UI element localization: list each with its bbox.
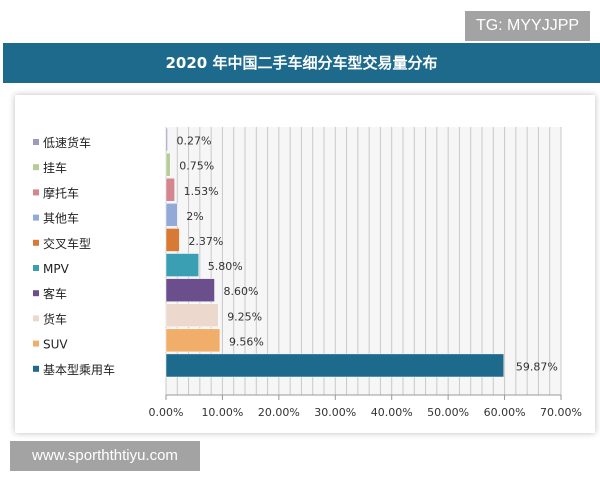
bar xyxy=(165,328,221,353)
legend-label: 其他车 xyxy=(43,211,79,226)
data-label: 0.27% xyxy=(177,135,212,148)
legend-swatch xyxy=(33,139,39,145)
bar xyxy=(165,353,505,378)
legend-swatch xyxy=(33,290,39,297)
legend-label: 摩托车 xyxy=(43,185,79,200)
chart-title: 2020 年中国二手车细分车型交易量分布 xyxy=(3,43,600,83)
bar xyxy=(165,177,175,202)
data-label: 8.60% xyxy=(224,285,259,298)
legend-label: 低速货车 xyxy=(43,135,91,150)
watermark-top: TG: MYYJJPP xyxy=(465,11,590,41)
data-label: 5.80% xyxy=(208,260,243,273)
bar xyxy=(165,203,178,227)
x-tick-label: 30.00% xyxy=(314,406,356,419)
data-label: 1.53% xyxy=(184,185,219,198)
x-tick-label: 40.00% xyxy=(371,406,413,419)
bar xyxy=(165,152,171,177)
legend-label: 基本型乘用车 xyxy=(43,362,115,377)
data-label: 9.25% xyxy=(227,310,262,323)
x-tick-label: 0.00% xyxy=(149,406,184,419)
data-label: 59.87% xyxy=(516,360,558,373)
legend-swatch xyxy=(33,315,39,322)
legend-swatch xyxy=(33,214,39,221)
legend-label: 货车 xyxy=(43,311,67,326)
bar xyxy=(165,303,219,328)
legend-label: MPV xyxy=(43,262,70,276)
legend-label: 客车 xyxy=(43,286,67,301)
plot-area xyxy=(166,127,561,395)
legend-label: 交叉车型 xyxy=(43,236,91,251)
data-label: 2% xyxy=(186,210,203,223)
legend-label: 挂车 xyxy=(43,160,67,175)
legend-swatch xyxy=(33,265,39,271)
x-tick-label: 60.00% xyxy=(484,406,526,419)
bar xyxy=(165,127,168,152)
data-label: 9.56% xyxy=(229,335,264,348)
x-tick-label: 70.00% xyxy=(540,406,582,419)
legend-swatch xyxy=(33,189,39,196)
legend-swatch xyxy=(33,365,39,372)
bar xyxy=(165,278,215,302)
legend-swatch xyxy=(33,164,39,171)
legend-label: SUV xyxy=(43,338,68,352)
x-tick-label: 10.00% xyxy=(201,406,243,419)
bar xyxy=(165,253,199,277)
data-label: 0.75% xyxy=(179,160,214,173)
legend-swatch xyxy=(33,239,39,246)
watermark-bottom: www.sporththtiyu.com xyxy=(10,441,200,471)
x-tick-label: 20.00% xyxy=(258,406,300,419)
data-label: 2.37% xyxy=(188,235,223,248)
x-tick-label: 50.00% xyxy=(427,406,469,419)
legend-swatch xyxy=(33,340,39,347)
bar xyxy=(165,228,180,252)
